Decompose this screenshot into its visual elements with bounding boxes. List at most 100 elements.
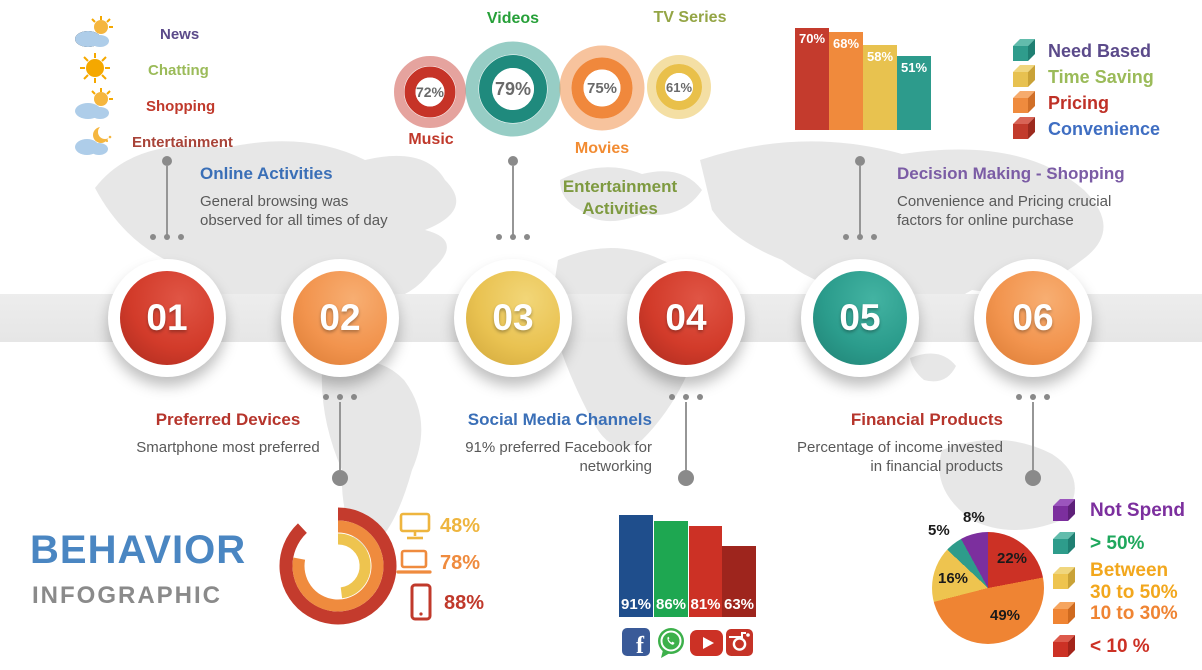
bar-value: 86% [655, 596, 687, 613]
bar-need-based: 51% [897, 56, 931, 130]
bar-facebook: 91% [619, 515, 653, 617]
donut-value-music: 72% [416, 84, 445, 100]
bar-whatsapp: 86% [654, 521, 688, 617]
donut-label-music: Music [408, 131, 454, 148]
bar-value: 51% [900, 60, 928, 75]
preferred-devices-heading: Preferred Devices [155, 410, 301, 429]
legend-label-between-2: 30 to 50% [1090, 582, 1178, 603]
pie-value-30to50: 16% [938, 570, 969, 587]
donut-movies: 75% [559, 45, 645, 131]
pie-value-lt10: 22% [997, 550, 1028, 567]
device-value-smartphone: 88% [444, 591, 485, 614]
legend-row: Entertainment [74, 124, 304, 160]
cube-icon [1053, 567, 1075, 589]
legend-label-not-spend: Not Spend [1090, 500, 1185, 521]
device-row-laptop: 78% [394, 548, 480, 578]
desktop-icon [399, 512, 431, 540]
online-activities-legend: News Chatting Shopping Entertainment [74, 15, 304, 160]
social-media-desc-2: networking [579, 458, 652, 475]
legend-row: Shopping [74, 87, 304, 124]
donut-videos: 79% [465, 41, 561, 137]
financial-pie-chart [932, 532, 1044, 644]
bar-value: 58% [866, 49, 894, 64]
entertainment-activities-heading-2: Activities [582, 199, 658, 218]
bar-value: 68% [832, 36, 860, 51]
donut-tv-series: 61% [647, 55, 711, 119]
legend-label-time-saving: Time Saving [1048, 66, 1154, 87]
legend-row: Chatting [74, 52, 304, 88]
youtube-icon [690, 630, 723, 656]
devices-radial-chart [279, 507, 397, 625]
donut-value-videos: 79% [495, 79, 531, 99]
donut-label-movies: Movies [574, 140, 630, 157]
device-value-laptop: 78% [440, 551, 481, 574]
device-value-desktop: 48% [440, 514, 481, 537]
legend-row: 10 to 30% [1052, 601, 1178, 627]
bar-pricing: 68% [829, 32, 863, 130]
step-number: 05 [813, 271, 907, 365]
laptop-icon [396, 549, 432, 574]
pie-value-not-spend: 8% [963, 509, 985, 526]
financial-products-desc-1: Percentage of income invested [797, 439, 1003, 456]
step-number: 02 [293, 271, 387, 365]
legend-row: News [74, 15, 304, 52]
financial-products-desc-2: in financial products [870, 458, 1003, 475]
decision-bar-chart: 70% 68% 58% 51% [795, 28, 931, 130]
step-circle-05: 05 [801, 259, 919, 377]
legend-row: > 50% [1052, 531, 1144, 557]
cube-icon [1013, 39, 1035, 61]
preferred-devices-block: Preferred Devices Smartphone most prefer… [100, 410, 356, 457]
legend-row: < 10 % [1052, 634, 1150, 660]
instagram-icon [726, 629, 753, 656]
social-media-heading: Social Media Channels [467, 410, 652, 429]
whatsapp-icon [658, 628, 684, 658]
bar-time-saving: 58% [863, 45, 897, 130]
step-number: 03 [466, 271, 560, 365]
legend-row: Convenience [1012, 116, 1160, 142]
step-number: 04 [639, 271, 733, 365]
decision-making-desc-2: factors for online purchase [897, 212, 1074, 229]
step-circle-03: 03 [454, 259, 572, 377]
social-media-block: Social Media Channels 91% preferred Face… [450, 410, 652, 476]
bar-value: 63% [723, 596, 755, 613]
donut-value-tv-series: 61% [666, 80, 692, 95]
step-circle-02: 02 [281, 259, 399, 377]
donut-label-videos: Videos [486, 10, 540, 27]
bar-convenience: 70% [795, 28, 829, 130]
preferred-devices-desc: Smartphone most preferred [136, 439, 320, 456]
legend-label-10to30: 10 to 30% [1090, 603, 1178, 624]
legend-row: Time Saving [1012, 64, 1154, 90]
cube-icon [1053, 602, 1075, 624]
svg-text:f: f [636, 633, 645, 656]
step-number: 06 [986, 271, 1080, 365]
online-activities-heading: Online Activities [200, 164, 333, 183]
moon-behind-cloud-icon [74, 123, 116, 162]
legend-label-between-1: Between [1090, 560, 1169, 581]
bar-value: 70% [798, 31, 826, 46]
legend-label-entertainment: Entertainment [132, 133, 233, 151]
cube-icon [1013, 65, 1035, 87]
legend-row: Pricing [1012, 90, 1109, 116]
donut-music: 72% [394, 56, 466, 128]
social-media-desc-1: 91% preferred Facebook for [465, 439, 652, 456]
legend-row: Need Based [1012, 38, 1151, 64]
donut-value-movies: 75% [587, 80, 617, 97]
financial-products-block: Financial Products Percentage of income … [780, 410, 1003, 476]
legend-label-news: News [160, 25, 200, 43]
cube-icon [1053, 499, 1075, 521]
financial-products-heading: Financial Products [850, 410, 1003, 429]
online-activities-desc-2: observed for all times of day [200, 212, 388, 229]
cube-icon [1013, 117, 1035, 139]
device-row-smartphone: 88% [408, 583, 484, 623]
legend-label-pricing: Pricing [1048, 92, 1110, 113]
bar-instagram: 63% [722, 546, 756, 617]
legend-label-lt10: < 10 % [1090, 636, 1150, 657]
pie-value-10to30: 49% [990, 607, 1021, 624]
sun-icon [74, 51, 116, 90]
bar-youtube: 81% [689, 526, 722, 617]
online-activities-desc-1: General browsing was [200, 193, 349, 210]
legend-row: Between 30 to 50% [1052, 560, 1178, 604]
cube-icon [1053, 635, 1075, 657]
smartphone-icon [410, 583, 432, 621]
